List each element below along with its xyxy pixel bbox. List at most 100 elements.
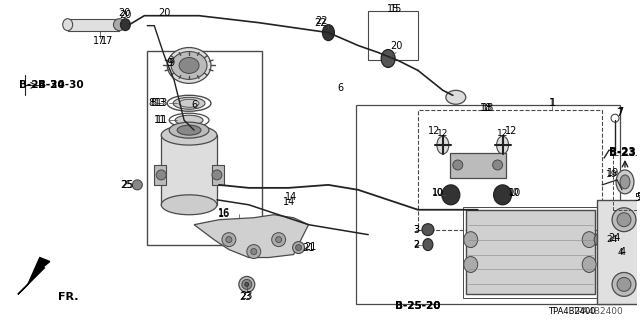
Bar bbox=[463, 207, 599, 298]
Text: 21: 21 bbox=[302, 243, 315, 252]
Text: 24: 24 bbox=[608, 233, 620, 243]
Text: TPA4B2400: TPA4B2400 bbox=[572, 307, 623, 316]
Ellipse shape bbox=[594, 233, 608, 247]
Text: 19: 19 bbox=[607, 168, 619, 178]
Ellipse shape bbox=[292, 242, 305, 253]
Text: 6: 6 bbox=[191, 100, 197, 110]
Text: 23: 23 bbox=[239, 292, 252, 302]
Bar bbox=[161, 135, 217, 205]
Text: 5: 5 bbox=[636, 192, 640, 202]
Text: B-23: B-23 bbox=[609, 148, 636, 158]
Ellipse shape bbox=[161, 125, 217, 145]
Text: 9: 9 bbox=[166, 59, 172, 68]
Ellipse shape bbox=[175, 115, 203, 125]
Ellipse shape bbox=[442, 185, 460, 205]
Ellipse shape bbox=[381, 50, 395, 68]
Text: 13: 13 bbox=[156, 98, 168, 108]
Ellipse shape bbox=[582, 257, 596, 272]
Text: 25: 25 bbox=[120, 180, 132, 190]
Text: 3: 3 bbox=[413, 225, 419, 234]
Ellipse shape bbox=[437, 136, 449, 154]
Ellipse shape bbox=[132, 180, 142, 190]
Text: 8: 8 bbox=[150, 98, 156, 108]
Ellipse shape bbox=[323, 25, 334, 41]
Bar bbox=[466, 210, 595, 294]
Ellipse shape bbox=[422, 224, 434, 236]
Text: 20: 20 bbox=[390, 41, 403, 51]
Text: 16: 16 bbox=[218, 208, 230, 218]
Ellipse shape bbox=[582, 232, 596, 248]
Text: 7: 7 bbox=[616, 108, 622, 118]
Text: 4: 4 bbox=[617, 248, 623, 257]
Text: 22: 22 bbox=[316, 16, 328, 26]
Text: 20: 20 bbox=[119, 10, 132, 20]
Ellipse shape bbox=[177, 125, 201, 135]
Polygon shape bbox=[18, 258, 50, 294]
Text: TPA4B2400: TPA4B2400 bbox=[548, 307, 596, 316]
Text: 14: 14 bbox=[282, 197, 295, 207]
Ellipse shape bbox=[242, 279, 252, 289]
Ellipse shape bbox=[245, 283, 249, 286]
Text: 6: 6 bbox=[337, 83, 344, 93]
Ellipse shape bbox=[171, 52, 207, 79]
Text: B-24-30: B-24-30 bbox=[38, 80, 83, 90]
Text: B-25-20: B-25-20 bbox=[396, 301, 441, 311]
Bar bbox=[450, 153, 506, 178]
Text: 7: 7 bbox=[617, 107, 623, 117]
Ellipse shape bbox=[239, 276, 255, 292]
Bar bbox=[613, 155, 637, 210]
Text: 19: 19 bbox=[606, 171, 618, 180]
Text: 22: 22 bbox=[314, 18, 326, 28]
Ellipse shape bbox=[212, 170, 222, 180]
Ellipse shape bbox=[113, 19, 125, 31]
Text: 24: 24 bbox=[607, 235, 618, 244]
Text: 2: 2 bbox=[413, 240, 419, 249]
Ellipse shape bbox=[173, 97, 205, 109]
Ellipse shape bbox=[612, 272, 636, 296]
Ellipse shape bbox=[612, 208, 636, 232]
Text: 15: 15 bbox=[387, 4, 399, 14]
Text: 10: 10 bbox=[508, 188, 519, 197]
Text: 13: 13 bbox=[154, 98, 166, 108]
Ellipse shape bbox=[493, 160, 502, 170]
Ellipse shape bbox=[620, 175, 630, 189]
Ellipse shape bbox=[179, 58, 199, 73]
Ellipse shape bbox=[156, 170, 166, 180]
Text: 1: 1 bbox=[549, 98, 556, 108]
Text: 8: 8 bbox=[148, 98, 154, 108]
Ellipse shape bbox=[464, 257, 477, 272]
Text: 21: 21 bbox=[304, 242, 317, 252]
Text: B-24-30: B-24-30 bbox=[19, 80, 65, 90]
Ellipse shape bbox=[251, 249, 257, 254]
Ellipse shape bbox=[423, 239, 433, 251]
Ellipse shape bbox=[222, 233, 236, 247]
Bar bbox=[597, 200, 640, 304]
Text: 3: 3 bbox=[413, 225, 419, 235]
Text: B-23: B-23 bbox=[609, 147, 636, 157]
Bar bbox=[418, 110, 602, 230]
Text: 11: 11 bbox=[154, 115, 166, 125]
Ellipse shape bbox=[247, 244, 260, 259]
Ellipse shape bbox=[616, 170, 634, 194]
Text: 20: 20 bbox=[118, 8, 131, 18]
Text: 12: 12 bbox=[437, 129, 449, 138]
Ellipse shape bbox=[226, 236, 232, 243]
Text: B-25-20: B-25-20 bbox=[396, 301, 441, 311]
Text: 18: 18 bbox=[479, 103, 492, 113]
Text: FR.: FR. bbox=[58, 292, 78, 302]
Text: 25: 25 bbox=[121, 180, 134, 190]
Ellipse shape bbox=[607, 247, 619, 259]
Ellipse shape bbox=[493, 185, 511, 205]
Text: 10: 10 bbox=[432, 188, 444, 198]
Text: 9: 9 bbox=[168, 59, 174, 68]
Bar bbox=[212, 165, 224, 185]
Ellipse shape bbox=[464, 232, 477, 248]
Ellipse shape bbox=[120, 19, 131, 31]
Text: 20: 20 bbox=[158, 8, 170, 18]
Text: 10: 10 bbox=[509, 188, 522, 198]
Text: 12: 12 bbox=[506, 126, 518, 136]
Ellipse shape bbox=[63, 19, 73, 31]
Text: 2: 2 bbox=[413, 240, 419, 250]
Text: 23: 23 bbox=[241, 291, 253, 301]
Text: 15: 15 bbox=[390, 4, 403, 14]
